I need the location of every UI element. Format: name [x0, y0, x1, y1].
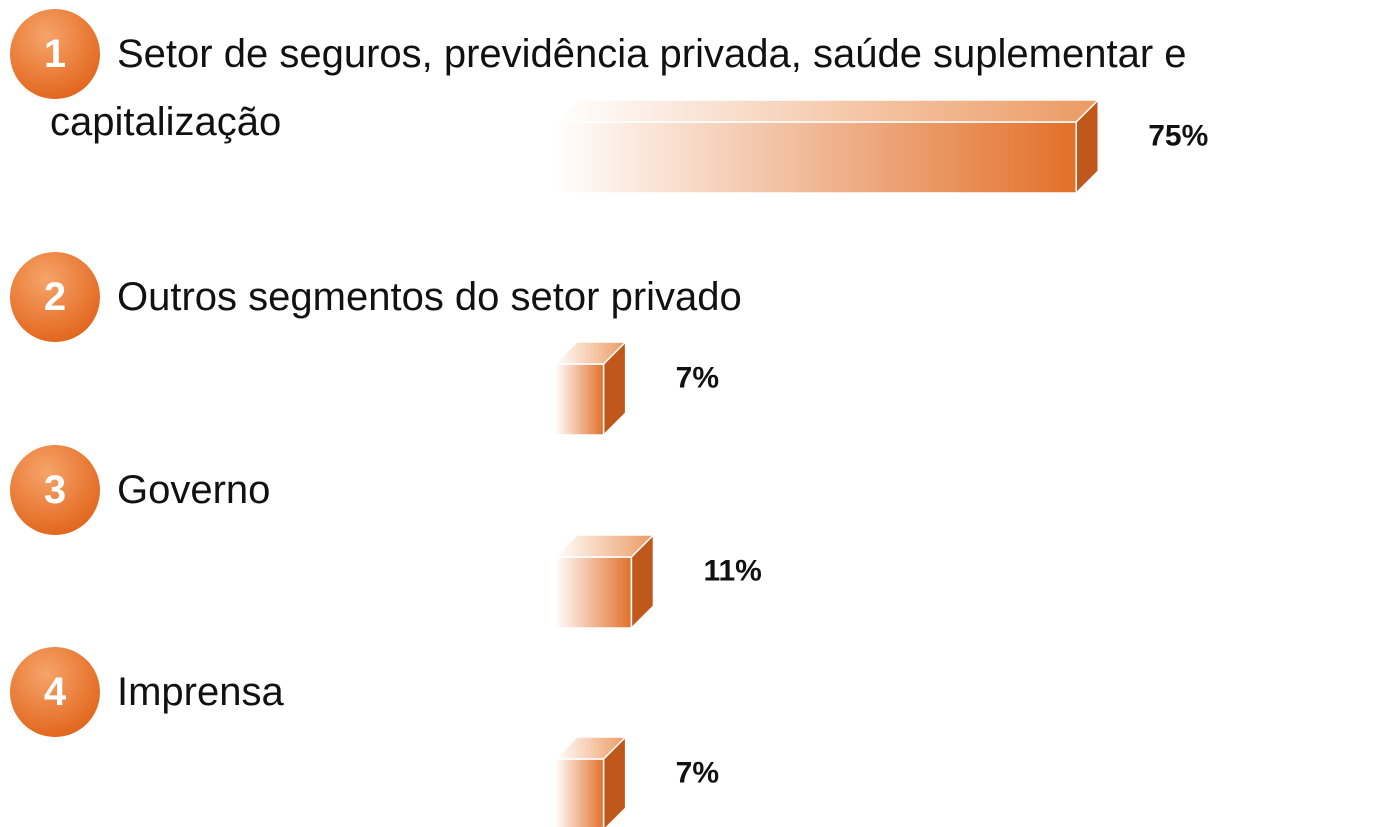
rank-badge: [10, 9, 100, 99]
value-label: 75%: [1148, 119, 1208, 152]
rank-number: 2: [44, 275, 66, 319]
rank-badge: [10, 647, 100, 737]
rank-number: 4: [44, 670, 67, 714]
rank-badge: [10, 252, 100, 342]
category-label: Outros segmentos do setor privado: [117, 275, 742, 319]
category-label: Imprensa: [117, 670, 284, 714]
bar: [554, 121, 1077, 194]
rank-badge: [10, 445, 100, 535]
category-label: Governo: [117, 468, 271, 512]
value-label: 7%: [676, 756, 719, 789]
rank-number: 1: [44, 32, 66, 76]
bar: [554, 556, 633, 629]
bar-side: [602, 340, 627, 437]
value-label: 11%: [703, 554, 761, 587]
rank-number: 3: [44, 468, 66, 512]
bar: [554, 363, 605, 436]
bar-side: [1075, 98, 1099, 195]
value-label: 7%: [676, 361, 719, 394]
category-label: Setor de seguros, previdência privada, s…: [50, 32, 1187, 144]
bar-side: [602, 735, 627, 827]
bar: [554, 758, 605, 827]
bar-side: [630, 533, 655, 630]
